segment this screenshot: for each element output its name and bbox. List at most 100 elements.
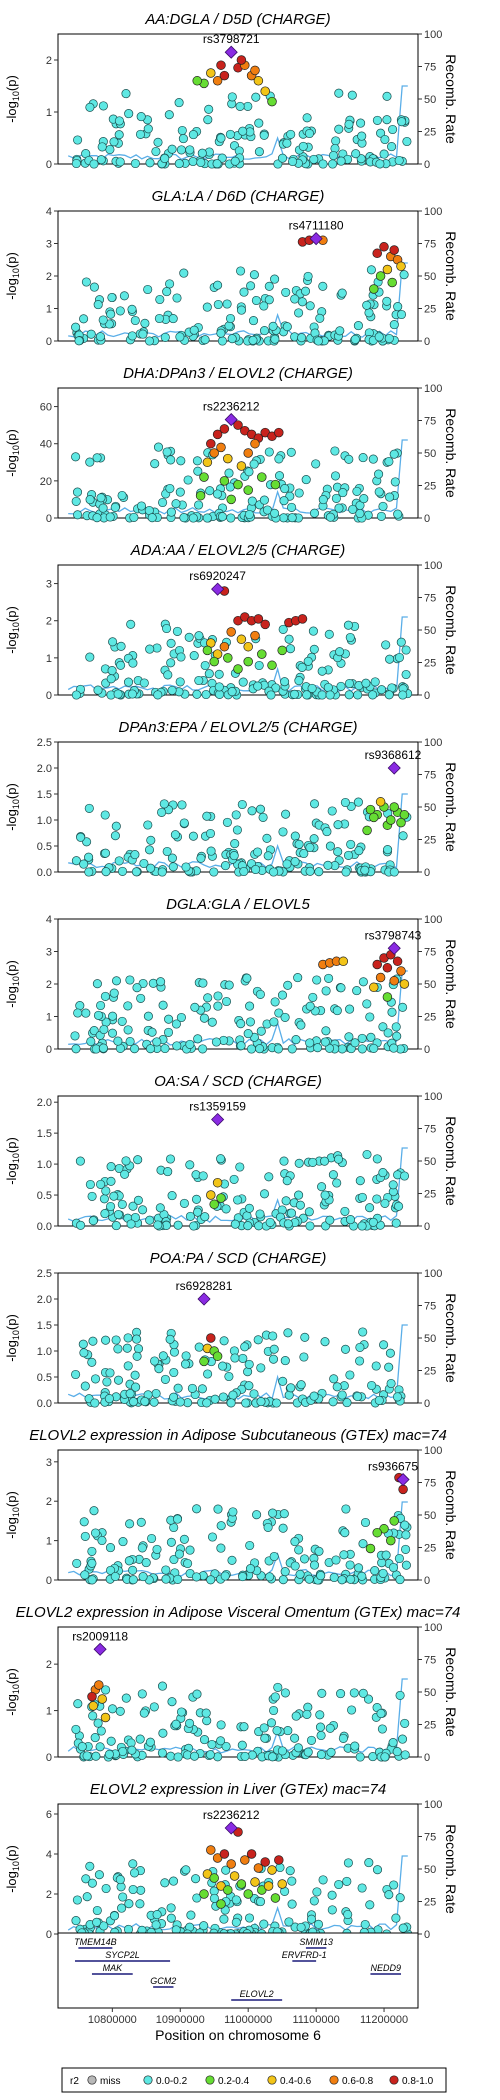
snp-point (255, 1045, 263, 1053)
snp-point (358, 1572, 366, 1580)
snp-point (301, 1333, 309, 1341)
snp-point (379, 1569, 387, 1577)
snp-point (282, 1197, 290, 1205)
snp-point (237, 306, 245, 314)
y-axis-label-rest: (p) (4, 1668, 19, 1684)
snp-point (156, 295, 164, 303)
snp-point (138, 1544, 146, 1552)
snp-point (160, 800, 168, 808)
y-tick-label: 1.5 (37, 789, 52, 801)
y-tick-label: 2 (46, 271, 52, 283)
panel-4: ADA:AA / ELOVL2/5 (CHARGE) rs6920247 0 1 2 3 0… (4, 542, 459, 702)
snp-point (260, 1190, 268, 1198)
snp-point (402, 646, 410, 654)
legend-swatch (390, 2076, 398, 2084)
snp-point (284, 981, 292, 989)
y-tick-label: 1 (46, 304, 52, 316)
snp-point (153, 1545, 161, 1553)
snp-point-ld (383, 993, 392, 1002)
snp-point (206, 829, 214, 837)
y2-tick-label: 75 (424, 770, 436, 782)
snp-point (353, 986, 361, 994)
snp-point (81, 1571, 89, 1579)
snp-point-ld (200, 473, 209, 482)
snp-point (86, 458, 94, 466)
snp-point (381, 1199, 389, 1207)
snp-point (125, 109, 133, 117)
snp-point (129, 659, 137, 667)
y2-tick-label: 50 (424, 1864, 436, 1876)
snp-point (223, 300, 231, 308)
y-tick-label: 2 (46, 1496, 52, 1508)
snp-point (253, 848, 261, 856)
snp-point (125, 1520, 133, 1528)
snp-point (281, 1013, 289, 1021)
y-axis-label-rest: (p) (4, 1491, 19, 1507)
snp-point (152, 1921, 160, 1929)
snp-point (367, 1381, 375, 1389)
snp-point (108, 293, 116, 301)
snp-point (245, 1204, 253, 1212)
snp-point (124, 678, 132, 686)
snp-point (278, 991, 286, 999)
snp-point (394, 302, 402, 310)
snp-point (120, 292, 128, 300)
snp-point (127, 1220, 135, 1228)
snp-point (245, 1002, 253, 1010)
y-axis-label: -log10(p) (4, 429, 21, 477)
snp-point (396, 1894, 404, 1902)
snp-point (356, 1177, 364, 1185)
snp-point (267, 1719, 275, 1727)
snp-point (266, 1218, 274, 1226)
snp-point (202, 1709, 210, 1717)
snp-point (140, 679, 148, 687)
snp-point (236, 102, 244, 110)
snp-point (334, 821, 342, 829)
snp-point (117, 1904, 125, 1912)
y2-axis-label: Recomb. Rate (443, 1470, 459, 1560)
legend-label: 0.2-0.4 (218, 2076, 250, 2087)
snp-point-ld (376, 797, 385, 806)
snp-point (369, 455, 377, 463)
snp-point (265, 282, 273, 290)
snp-point (73, 511, 81, 519)
snp-point (72, 1725, 80, 1733)
snp-point (356, 1343, 364, 1351)
snp-point (214, 300, 222, 308)
panel-title: DGLA:GLA / ELOVL5 (166, 896, 310, 913)
snp-point (106, 1202, 114, 1210)
snp-point (116, 1707, 124, 1715)
snp-point (401, 1521, 409, 1529)
y-axis-label: -log10(p) (4, 1137, 21, 1185)
snp-point (106, 1369, 114, 1377)
snp-point (181, 1360, 189, 1368)
snp-point (354, 691, 362, 699)
lead-snp-label: rs1359159 (189, 1100, 246, 1114)
snp-point (89, 1712, 97, 1720)
y-axis-label-rest: (p) (4, 606, 19, 622)
gene-label: SYCP2L (105, 1950, 140, 1960)
snp-point (180, 269, 188, 277)
snp-point (218, 513, 226, 521)
y2-tick-label: 100 (424, 914, 442, 926)
snp-point-ld (400, 810, 409, 819)
panel-6: DGLA:GLA / ELOVL5rs379874301234025507510… (4, 896, 459, 1056)
snp-point (261, 1734, 269, 1742)
y2-tick-label: 0 (424, 513, 430, 525)
snp-point (375, 333, 383, 341)
snp-point (97, 156, 105, 164)
snp-point (332, 137, 340, 145)
snp-point (133, 984, 141, 992)
snp-point-ld (217, 61, 226, 70)
snp-point (345, 691, 353, 699)
y-tick-label: 2.0 (37, 1097, 52, 1109)
snp-point (192, 1573, 200, 1581)
snp-point (204, 116, 212, 124)
snp-point-ld (369, 285, 378, 294)
snp-point (188, 1384, 196, 1392)
snp-point (167, 1538, 175, 1546)
snp-point (350, 1689, 358, 1697)
snp-point (129, 1885, 137, 1893)
legend-swatch (268, 2076, 276, 2084)
snp-point (139, 1572, 147, 1580)
